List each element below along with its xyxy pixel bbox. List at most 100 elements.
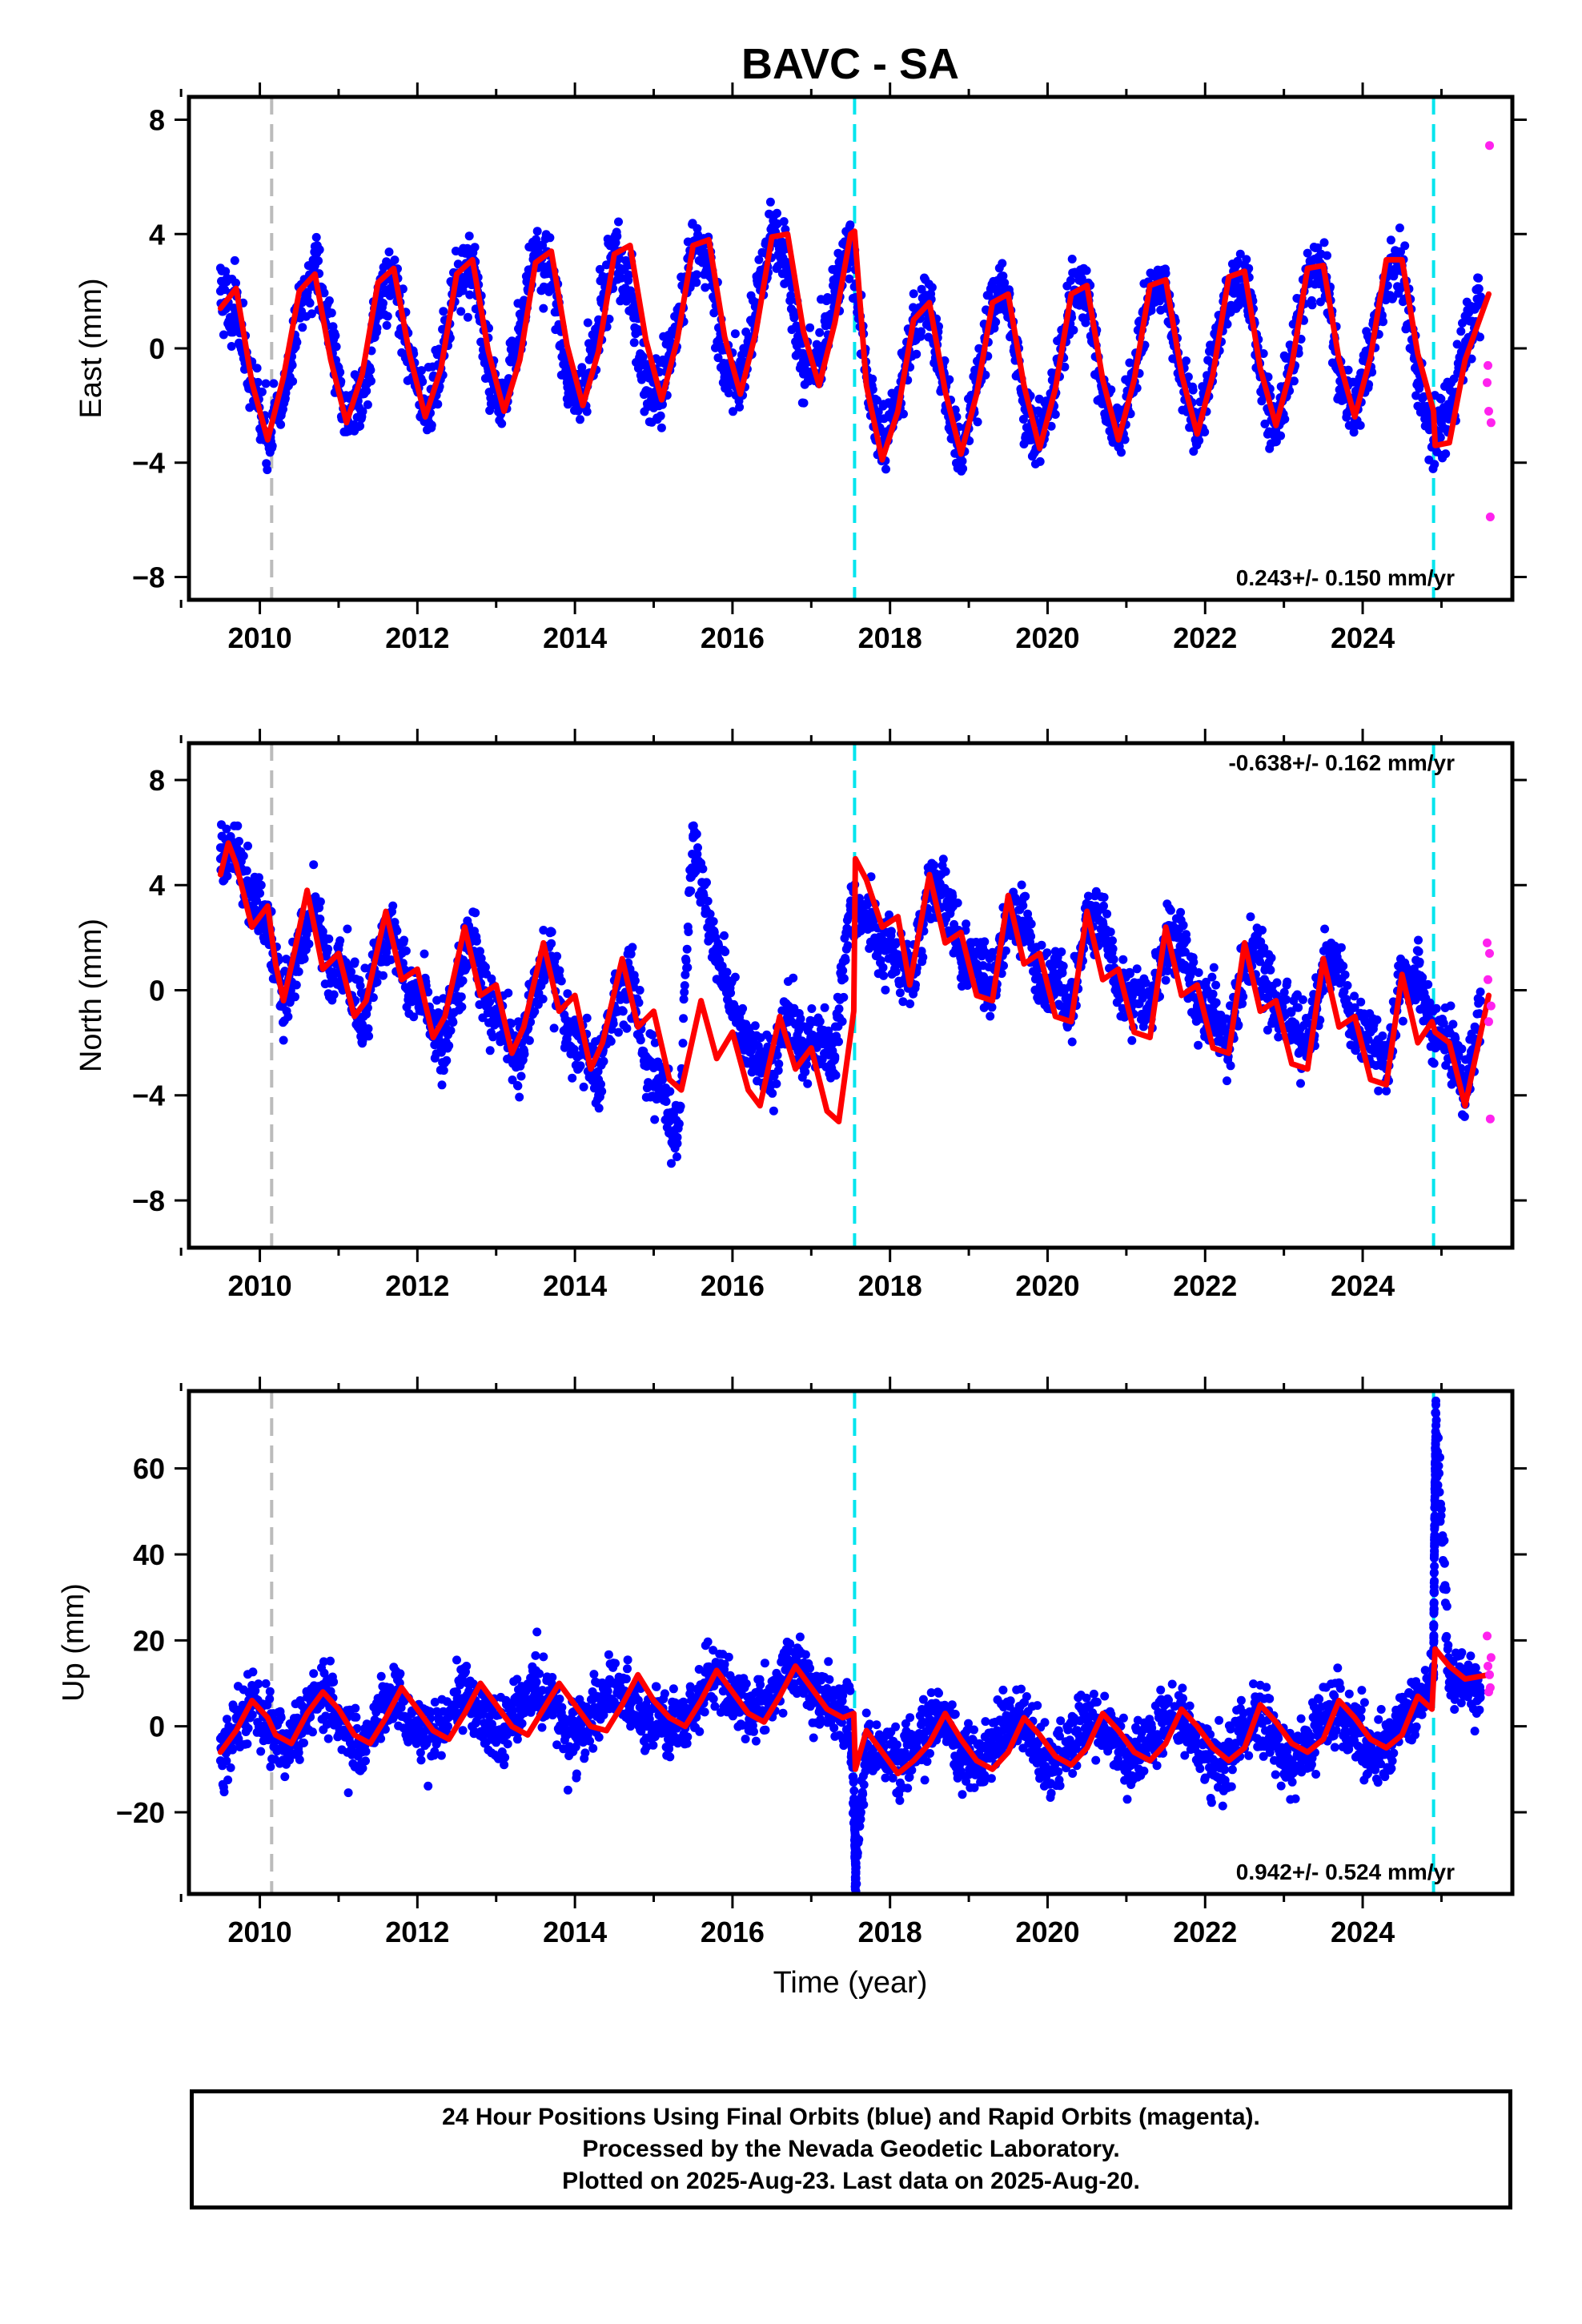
north-final-point [802,1059,811,1069]
north-final-point [650,1115,660,1124]
north-final-point [1001,946,1010,955]
east-final-point [261,379,271,388]
east-final-point [520,296,528,305]
east-final-point [1430,460,1439,469]
east-final-point [604,314,614,324]
east-rapid-point [1483,378,1492,388]
east-final-point [1035,456,1045,466]
north-final-point [721,947,730,956]
east-final-point [252,364,262,373]
east-final-point [253,377,263,387]
east-final-point [1067,255,1077,263]
east-final-point [973,417,982,427]
north-final-point [834,1037,843,1047]
east-final-point [562,378,572,388]
north-final-point [335,936,345,946]
east-final-point [1120,435,1130,444]
east-final-point [958,456,967,466]
north-final-point [839,974,849,983]
north-final-point [291,992,299,1002]
north-final-point [608,1019,618,1028]
north-final-point [898,997,908,1007]
chart-title: BAVC - SA [741,40,959,88]
north-final-point [568,1073,577,1083]
north-final-point [516,1072,526,1081]
east-model-curve [217,228,1492,463]
east-final-point [1081,318,1090,328]
north-final-point [1189,958,1199,967]
east-final-point [1146,306,1156,316]
east-final-point [815,328,825,337]
north-final-point [459,955,468,965]
north-final-point [400,935,409,945]
north-final-point [730,972,740,982]
north-final-point [1166,906,1175,915]
north-final-point [839,992,849,1002]
east-final-point [355,421,365,431]
north-final-point [738,1003,748,1013]
north-final-point [769,1106,778,1116]
east-final-point [1235,249,1245,259]
east-final-point [1383,281,1392,291]
north-final-point [636,1035,645,1045]
north-final-point [480,963,490,972]
east-x-tick-label: 2014 [543,621,607,654]
north-final-point [456,992,466,1002]
east-final-point [532,227,542,236]
east-final-point [465,290,475,300]
east-final-point [991,317,1001,327]
north-final-point [1018,901,1028,911]
north-final-point [831,1071,841,1080]
east-final-point [257,387,267,396]
north-final-point [444,1041,454,1051]
north-final-point [279,1035,288,1045]
north-final-point [980,947,990,957]
north-final-point [807,1004,817,1013]
east-final-point [1161,268,1170,278]
north-final-point [918,952,928,962]
east-final-point [1106,385,1116,395]
north-final-point [1021,891,1030,901]
east-final-point [1467,354,1476,364]
north-final-point [379,971,387,980]
north-final-point [508,1076,517,1084]
north-final-point [773,1051,782,1060]
east-final-point [287,360,297,370]
east-final-point [327,308,336,318]
east-final-point [638,352,648,362]
east-final-point [269,379,279,388]
north-final-point [439,1066,448,1076]
north-final-point [726,988,736,998]
east-final-point [582,407,592,416]
north-final-point [1099,901,1108,911]
north-final-point [309,860,319,870]
east-final-point [230,255,239,265]
east-final-point [485,406,495,416]
east-final-point [1082,266,1091,275]
north-final-point [1017,880,1026,890]
north-final-point [635,986,644,995]
east-final-point [358,407,367,416]
north-plot-area [215,743,1496,1248]
north-final-point [547,927,556,937]
east-final-point [427,420,436,430]
north-final-point [768,1088,777,1098]
east-final-point [1303,248,1312,258]
north-final-point [1118,1003,1127,1013]
east-final-point [729,407,737,416]
north-final-point [962,919,971,929]
east-final-point [1223,320,1232,329]
north-final-point [628,943,637,952]
east-final-point [1355,420,1365,430]
north-final-point [513,1081,523,1091]
east-final-point [1050,410,1060,419]
north-final-point [388,901,398,911]
north-final-point [895,988,905,998]
north-final-point [239,851,248,861]
east-final-point [456,307,466,316]
east-final-point [363,400,372,409]
east-final-point [1280,414,1290,424]
east-final-point [812,340,821,349]
north-panel: 2010 2012 2014 2016 2018 2020 2022 2024−8−4048N… [74,729,1527,1302]
east-final-point [292,337,302,347]
